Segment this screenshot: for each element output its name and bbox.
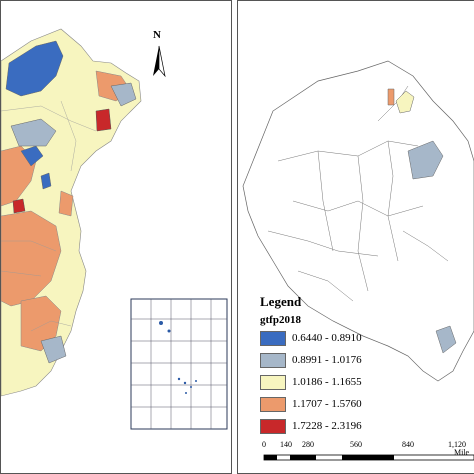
region-mid-2: [110, 82, 137, 107]
map-legend: Legend gtfp2018 0.6440 - 0.8910 0.8991 - …: [260, 294, 390, 440]
region-high-3: [20, 295, 62, 352]
legend-swatch: [260, 352, 286, 368]
region-low-2: [20, 145, 44, 167]
scale-unit: Mile: [454, 448, 470, 457]
scale-tick-1120: 1,120: [448, 440, 466, 449]
right-map-panel: [237, 0, 474, 474]
west-china-map: [242, 60, 474, 461]
scale-tick-840: 840: [402, 440, 414, 449]
scale-tick-280: 280: [302, 440, 314, 449]
legend-swatch: [260, 374, 286, 390]
east-china-map: [1, 28, 228, 430]
legend-item: 0.6440 - 0.8910: [260, 330, 390, 346]
region-high-5: [58, 190, 74, 217]
scale-tick-140: 140: [280, 440, 292, 449]
legend-item: 1.0186 - 1.1655: [260, 374, 390, 390]
north-label: N: [153, 29, 161, 41]
scale-tick-560: 560: [350, 440, 362, 449]
region-top-1: [95, 108, 112, 132]
left-map-panel: N: [0, 0, 232, 474]
region-mid-1: [10, 118, 57, 147]
inset-map: [130, 298, 228, 430]
region-west-mid: [395, 90, 415, 114]
legend-label: 0.6440 - 0.8910: [292, 332, 362, 344]
region-west-high: [387, 88, 395, 106]
legend-label: 1.7228 - 2.3196: [292, 420, 362, 432]
internal-boundaries: [1, 100, 97, 332]
legend-label: 1.0186 - 1.1655: [292, 376, 362, 388]
region-west-grey-2: [435, 325, 457, 354]
region-mid-3: [40, 335, 67, 364]
legend-field-name: gtfp2018: [260, 314, 301, 326]
legend-item: 1.1707 - 1.5760: [260, 396, 390, 412]
region-west-grey-1: [407, 140, 444, 180]
region-low-3: [40, 172, 52, 190]
region-top-2: [12, 198, 26, 214]
legend-label: 0.8991 - 1.0176: [292, 354, 362, 366]
legend-label: 1.1707 - 1.5760: [292, 398, 362, 410]
legend-swatch: [260, 396, 286, 412]
internal-boundaries-west: [267, 85, 449, 302]
region-low-1: [5, 40, 64, 97]
legend-item: 0.8991 - 1.0176: [260, 352, 390, 368]
legend-item: 1.7228 - 2.3196: [260, 418, 390, 434]
region-high-2: [1, 210, 62, 307]
scale-bar: [263, 454, 474, 461]
legend-title: Legend: [260, 294, 302, 309]
legend-swatch: [260, 330, 286, 346]
land-mass-west: [242, 60, 474, 382]
scale-tick-0: 0: [262, 440, 266, 449]
north-arrow-icon: [153, 45, 166, 78]
legend-swatch: [260, 418, 286, 434]
